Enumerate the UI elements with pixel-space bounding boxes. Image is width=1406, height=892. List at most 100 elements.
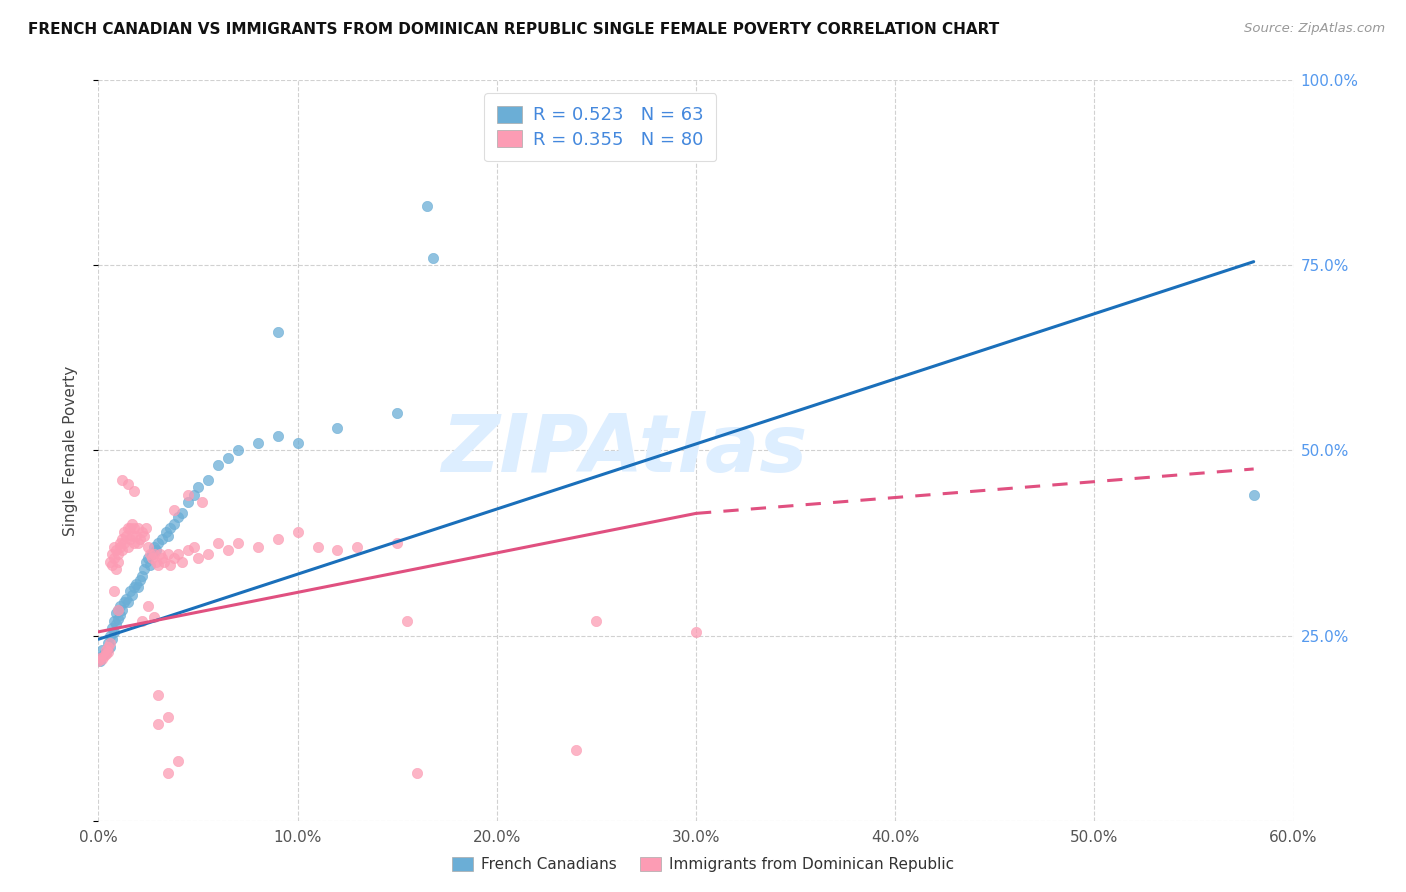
Point — [101, 547, 124, 561]
Point — [307, 540, 329, 554]
Point — [117, 540, 139, 554]
Point — [101, 632, 124, 647]
Point — [127, 536, 149, 550]
Point — [197, 547, 219, 561]
Point — [105, 562, 128, 576]
Point — [96, 647, 118, 661]
Point — [685, 624, 707, 639]
Point — [177, 488, 200, 502]
Point — [101, 621, 124, 635]
Point — [155, 524, 177, 539]
Point — [125, 528, 148, 542]
Point — [107, 547, 129, 561]
Point — [96, 645, 118, 659]
Point — [87, 655, 110, 669]
Point — [326, 543, 349, 558]
Point — [226, 536, 249, 550]
Point — [117, 476, 139, 491]
Point — [396, 614, 419, 628]
Point — [110, 540, 132, 554]
Text: FRENCH CANADIAN VS IMMIGRANTS FROM DOMINICAN REPUBLIC SINGLE FEMALE POVERTY CORR: FRENCH CANADIAN VS IMMIGRANTS FROM DOMIN… — [28, 22, 1000, 37]
Point — [150, 550, 173, 565]
Point — [120, 521, 142, 535]
Point — [163, 502, 186, 516]
Point — [159, 521, 181, 535]
Point — [207, 458, 229, 473]
Legend: R = 0.523   N = 63, R = 0.355   N = 80: R = 0.523 N = 63, R = 0.355 N = 80 — [484, 93, 717, 161]
Point — [136, 599, 159, 613]
Point — [101, 558, 124, 573]
Point — [103, 624, 125, 639]
Point — [87, 650, 110, 665]
Point — [149, 547, 172, 561]
Point — [103, 540, 125, 554]
Point — [93, 649, 115, 664]
Point — [217, 450, 239, 465]
Text: ZIPAtlas: ZIPAtlas — [441, 411, 807, 490]
Point — [97, 640, 120, 654]
Point — [157, 765, 180, 780]
Point — [129, 573, 152, 587]
Point — [117, 521, 139, 535]
Point — [121, 528, 143, 542]
Point — [148, 558, 170, 573]
Point — [153, 555, 176, 569]
Point — [422, 251, 444, 265]
Point — [183, 488, 205, 502]
Point — [287, 436, 309, 450]
Point — [111, 533, 134, 547]
Point — [267, 428, 290, 442]
Point — [177, 543, 200, 558]
Point — [148, 717, 170, 731]
Point — [148, 536, 170, 550]
Point — [406, 765, 429, 780]
Point — [121, 588, 143, 602]
Point — [157, 547, 180, 561]
Point — [145, 555, 167, 569]
Point — [117, 595, 139, 609]
Point — [139, 547, 162, 561]
Point — [287, 524, 309, 539]
Point — [125, 576, 148, 591]
Point — [150, 533, 173, 547]
Point — [143, 547, 166, 561]
Point — [97, 641, 120, 656]
Point — [124, 484, 146, 499]
Point — [120, 584, 142, 599]
Point — [191, 495, 214, 509]
Point — [267, 533, 290, 547]
Point — [167, 755, 190, 769]
Point — [93, 647, 115, 661]
Point — [107, 602, 129, 616]
Point — [115, 528, 138, 542]
Point — [326, 421, 349, 435]
Point — [124, 521, 146, 535]
Point — [89, 655, 111, 669]
Point — [112, 595, 135, 609]
Point — [120, 533, 142, 547]
Point — [131, 569, 153, 583]
Point — [167, 510, 190, 524]
Point — [1243, 488, 1265, 502]
Point — [107, 555, 129, 569]
Y-axis label: Single Female Poverty: Single Female Poverty — [63, 366, 77, 535]
Point — [163, 550, 186, 565]
Point — [267, 325, 290, 339]
Point — [167, 547, 190, 561]
Point — [136, 540, 159, 554]
Point — [105, 617, 128, 632]
Point — [110, 536, 132, 550]
Point — [110, 599, 132, 613]
Point — [131, 614, 153, 628]
Point — [127, 521, 149, 535]
Point — [157, 528, 180, 542]
Point — [187, 550, 209, 565]
Point — [107, 602, 129, 616]
Point — [103, 584, 125, 599]
Point — [157, 710, 180, 724]
Point — [121, 517, 143, 532]
Point — [110, 607, 132, 622]
Point — [416, 199, 439, 213]
Point — [197, 473, 219, 487]
Point — [177, 495, 200, 509]
